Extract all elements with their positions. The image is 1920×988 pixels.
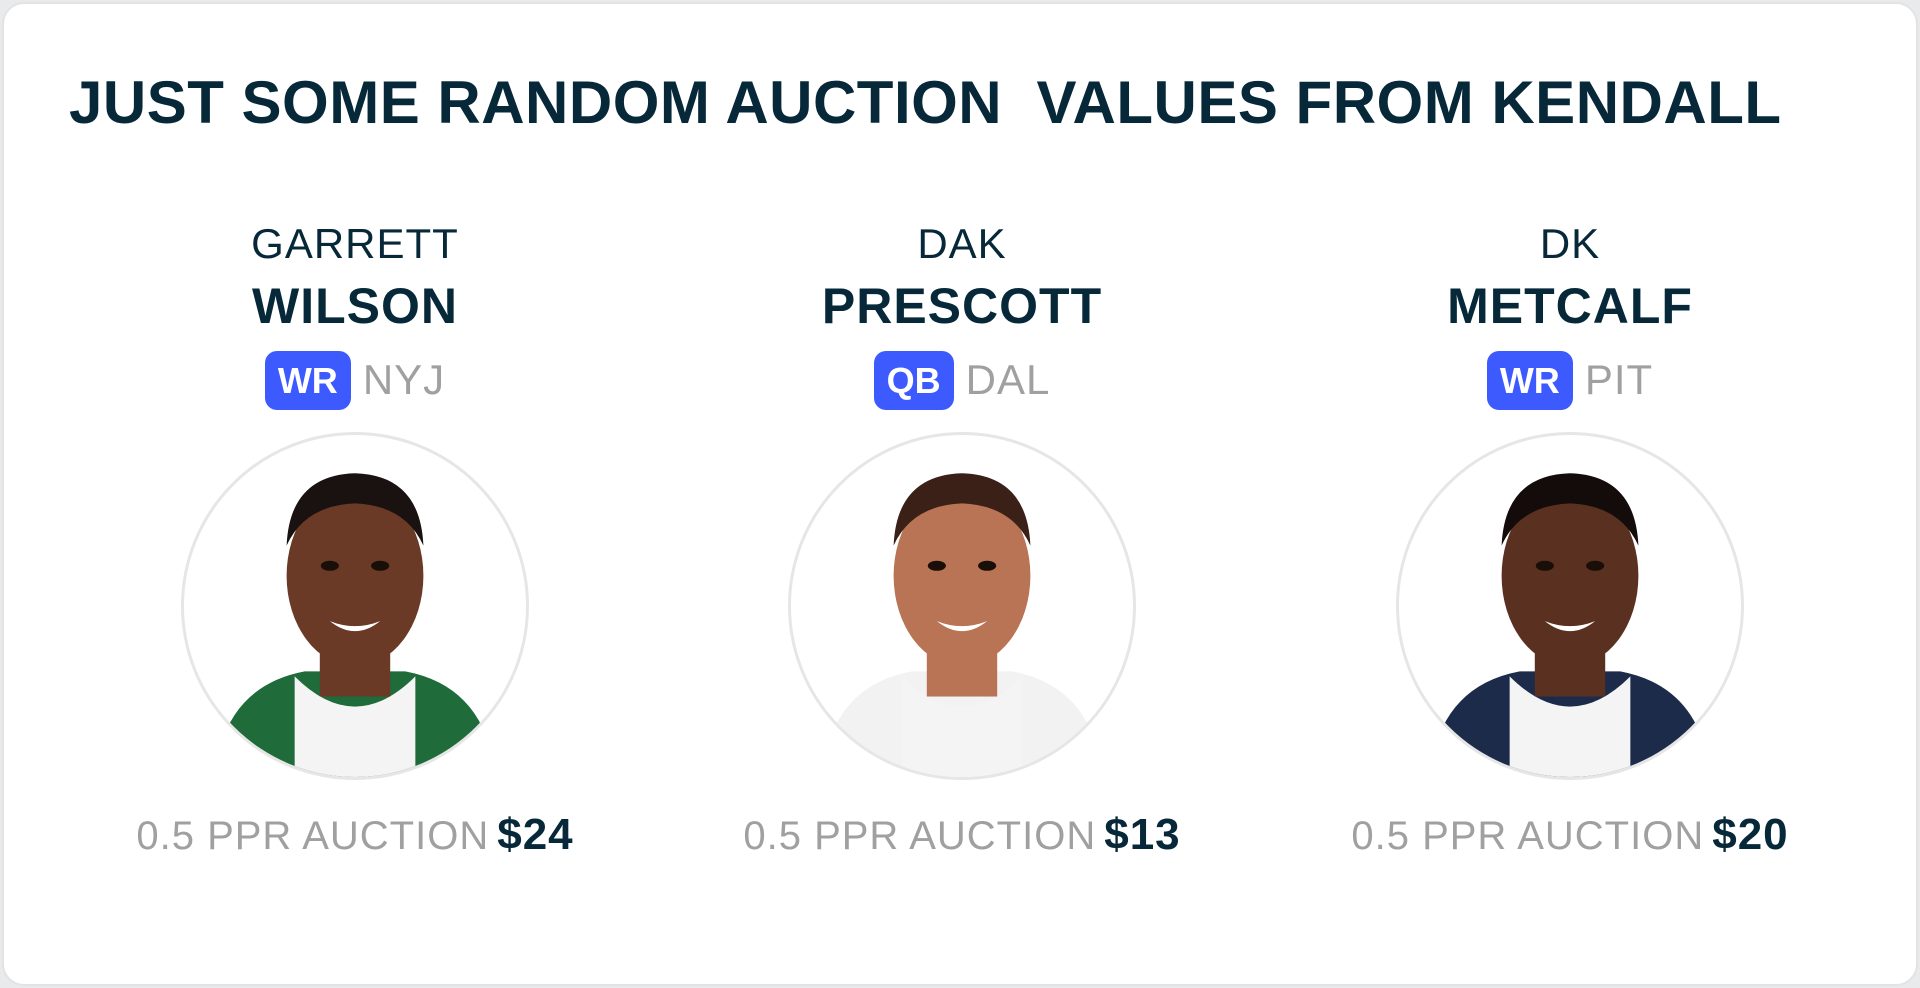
player-first-name: DAK (917, 220, 1007, 267)
team-label: NYJ (362, 356, 446, 403)
headshot-illustration (214, 473, 496, 777)
position-badge: WR (1486, 350, 1573, 410)
player-first-name: GARRETT (251, 220, 459, 267)
player-meta: QB DAL (702, 350, 1222, 410)
auction-value: 0.5 PPR AUCTION $13 (702, 810, 1222, 860)
headshot-illustration (1429, 473, 1711, 777)
auction-value: 0.5 PPR AUCTION $20 (1310, 810, 1830, 860)
price-label: 0.5 PPR AUCTION (136, 814, 490, 858)
player-last-name: WILSON (252, 278, 458, 334)
player-first-name: DK (1539, 220, 1601, 267)
price-value: $13 (1104, 810, 1181, 859)
position-badge: WR (264, 350, 351, 410)
player-photo (1396, 432, 1744, 780)
player-meta: WR PIT (1310, 350, 1830, 410)
player-last-name: PRESCOTT (821, 278, 1103, 334)
team-label: DAL (965, 356, 1051, 403)
price-label: 0.5 PPR AUCTION (1351, 814, 1705, 858)
player-photo (788, 432, 1136, 780)
price-value: $24 (497, 810, 574, 859)
player-card-1: DAK PRESCOTT QB DAL 0.5 PPR AUCTION $13 (702, 218, 1222, 860)
team-label: PIT (1584, 356, 1654, 403)
player-last-name: METCALF (1447, 278, 1693, 334)
player-meta: WR NYJ (95, 350, 615, 410)
price-label: 0.5 PPR AUCTION (743, 814, 1097, 858)
player-photo (181, 432, 529, 780)
page-title: JUST SOME RANDOM AUCTION VALUES FROM KEN… (69, 69, 1782, 136)
price-value: $20 (1712, 810, 1789, 859)
headshot-illustration (821, 473, 1103, 777)
auction-value: 0.5 PPR AUCTION $24 (95, 810, 615, 860)
player-card-0: GARRETT WILSON WR NYJ 0.5 PPR AUCTION $24 (95, 218, 615, 860)
player-card-2: DK METCALF WR PIT 0.5 PPR AUCTION $20 (1310, 218, 1830, 860)
position-badge: QB (873, 350, 954, 410)
